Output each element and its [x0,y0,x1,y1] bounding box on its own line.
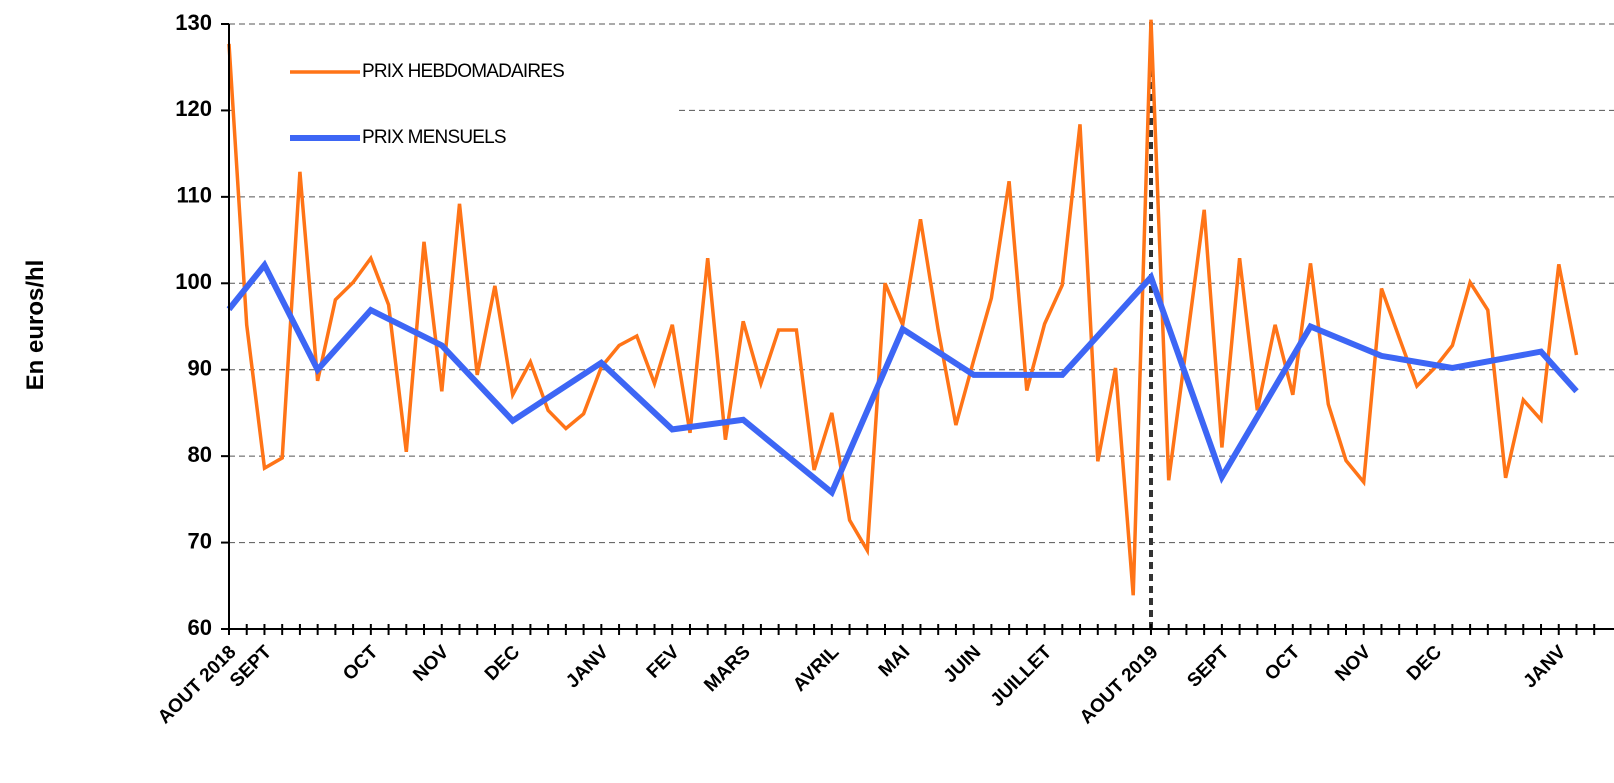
y-tick-label: 80 [188,442,212,467]
y-tick-label: 120 [175,96,212,121]
legend-label: PRIX HEBDOMADAIRES [362,61,564,82]
x-tick-label: OCT [339,641,382,684]
y-tick-label: 70 [188,528,212,553]
plot [226,19,1579,596]
y-axis-label: En euros/hl [22,260,49,391]
y-tick-label: 130 [175,10,212,35]
y-tick-label: 110 [177,183,213,208]
x-tick-label: AOUT 2018 [154,642,241,729]
series-line [226,259,1579,498]
x-tick-label: NOV [1331,641,1375,685]
y-tick-label: 60 [188,615,212,640]
y-tick-label: 90 [188,356,212,381]
x-tick-label: NOV [409,641,453,685]
x-tick-label: AVRIL [789,641,843,695]
x-tick-label: SEPT [226,641,276,691]
x-tick-label: SEPT [1183,641,1233,691]
x-tick-label: MAI [875,642,914,681]
x-tick-label: DEC [481,641,524,684]
x-tick-label: OCT [1261,641,1304,684]
x-tick-label: JUILLET [987,641,1057,711]
x-tick-label: JANV [562,641,613,692]
legend: PRIX HEBDOMADAIRES PRIX MENSUELS [290,61,565,148]
legend-label: PRIX MENSUELS [362,127,506,148]
x-tick-label: AOUT 2019 [1076,642,1163,729]
x-tick-label: DEC [1403,641,1446,684]
series-line [227,19,1579,596]
x-tick-label: MARS [700,642,754,696]
x-tick-label: JUIN [940,642,985,687]
y-tick-label: 100 [175,269,212,294]
x-tick-label: JANV [1520,641,1571,692]
x-tick-label: FEV [643,641,684,682]
